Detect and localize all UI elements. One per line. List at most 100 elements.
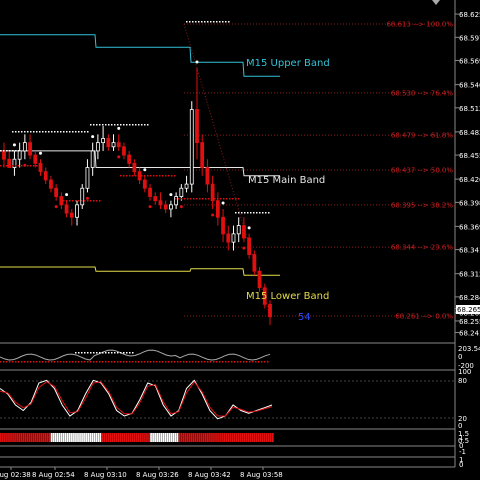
fib-level-label: 68.395 --> 38.2% bbox=[391, 201, 453, 209]
trend-bars-tick-label: 1.5 bbox=[458, 430, 469, 438]
trend-bar bbox=[168, 433, 171, 442]
trend-bar bbox=[188, 433, 191, 442]
trend-bar bbox=[239, 433, 242, 442]
trend-bars-tick-label: 0.5 bbox=[458, 437, 469, 445]
trend-bar bbox=[245, 433, 248, 442]
candle bbox=[132, 159, 137, 176]
scroll-marker-icon[interactable] bbox=[432, 0, 440, 5]
price-tick-label: 68.597 bbox=[459, 34, 480, 42]
candle bbox=[28, 134, 32, 160]
trend-bar bbox=[119, 433, 122, 442]
trend-bar bbox=[113, 433, 116, 442]
trend-bar bbox=[8, 433, 10, 442]
candle bbox=[106, 134, 111, 151]
trend-bar bbox=[215, 433, 217, 442]
trend-bar bbox=[26, 433, 29, 442]
trend-bar bbox=[135, 433, 138, 442]
candle bbox=[179, 184, 184, 209]
trend-bar bbox=[241, 433, 244, 442]
trend-bar bbox=[40, 433, 43, 442]
trend-bar bbox=[233, 433, 236, 442]
trend-bar bbox=[77, 433, 79, 442]
trend-bar bbox=[101, 433, 104, 442]
price-tick-label: 68.455 bbox=[459, 152, 480, 160]
trend-bar bbox=[28, 433, 31, 442]
candle bbox=[158, 192, 163, 209]
fibonacci-levels: 68.613 --> 100.0% 68.530 --> 76.4% 68.479 … bbox=[183, 21, 455, 320]
trend-bar bbox=[75, 433, 77, 442]
trend-bar bbox=[24, 433, 27, 442]
trend-bar bbox=[176, 433, 179, 442]
trend-bar bbox=[131, 433, 134, 442]
price-tick-label: 68.398 bbox=[459, 199, 480, 207]
time-tick-label: 8 Aug 03:10 bbox=[84, 471, 127, 479]
trend-bar bbox=[194, 433, 197, 442]
trend-bar bbox=[164, 433, 167, 442]
trend-bar bbox=[174, 433, 177, 442]
time-tick-label: 8 Aug 02:38 bbox=[0, 471, 31, 479]
candle bbox=[33, 150, 38, 168]
candle bbox=[236, 217, 241, 243]
trend-bar bbox=[0, 433, 2, 442]
extra-tick-label: 0 bbox=[459, 442, 463, 450]
trend-bar bbox=[42, 433, 45, 442]
trend-bar bbox=[99, 433, 102, 442]
lower-band-label: M15 Lower Band bbox=[246, 291, 329, 302]
trend-bar bbox=[73, 433, 75, 442]
oscillator-axis: 203.540-200 bbox=[458, 345, 480, 370]
candle bbox=[127, 150, 132, 168]
fib-level-label: 68.437 --> 50.0% bbox=[391, 167, 453, 175]
candle bbox=[242, 217, 246, 250]
trend-bar bbox=[10, 433, 12, 442]
trend-bar bbox=[247, 433, 250, 442]
price-tick-label: 68.369 bbox=[459, 223, 480, 231]
candle bbox=[174, 192, 179, 209]
trend-bar bbox=[138, 433, 140, 442]
trend-bars-axis: 1.50.5 bbox=[458, 430, 469, 445]
candle bbox=[122, 142, 126, 160]
candle bbox=[90, 135, 95, 176]
trend-bar bbox=[69, 433, 71, 442]
trend-bar bbox=[6, 433, 8, 442]
trend-bar bbox=[133, 433, 136, 442]
price-tick-label: 68.483 bbox=[459, 129, 480, 137]
trend-bar bbox=[231, 433, 234, 442]
trend-bar bbox=[186, 433, 189, 442]
candle bbox=[163, 200, 168, 214]
trend-bar bbox=[154, 433, 156, 442]
candle bbox=[215, 192, 220, 226]
fib-level-label: 68.261 --> 0.0% bbox=[395, 312, 453, 320]
candle bbox=[205, 159, 210, 193]
trend-bar bbox=[109, 433, 112, 442]
trend-bar bbox=[18, 433, 20, 442]
trend-bar bbox=[225, 433, 228, 442]
candle bbox=[101, 126, 105, 151]
trend-bar bbox=[14, 433, 16, 442]
candle bbox=[43, 167, 48, 185]
trend-bar bbox=[196, 433, 199, 442]
time-tick-label: 8 Aug 03:42 bbox=[188, 471, 231, 479]
stochastic-signal-line bbox=[0, 381, 273, 417]
trend-bar bbox=[184, 433, 187, 442]
trend-bar bbox=[93, 433, 96, 442]
trend-bar bbox=[95, 433, 98, 442]
trend-bar bbox=[32, 433, 35, 442]
trend-bar bbox=[58, 433, 61, 442]
stochastic-tick-label: 20 bbox=[458, 415, 467, 423]
trend-bar bbox=[219, 433, 221, 442]
fib-level-label: 68.613 --> 100.0% bbox=[386, 21, 453, 29]
trend-bar bbox=[156, 433, 159, 442]
extra-tick-label: -1 bbox=[459, 448, 466, 456]
time-tick-label: 8 Aug 02:54 bbox=[32, 471, 75, 479]
fib-level-label: 68.344 --> 23.6% bbox=[391, 244, 453, 252]
trend-bar bbox=[172, 433, 175, 442]
trend-bar bbox=[162, 433, 165, 442]
candle bbox=[195, 60, 199, 160]
trend-bar bbox=[4, 433, 6, 442]
trend-bar bbox=[12, 433, 14, 442]
trend-bar bbox=[257, 433, 260, 442]
trend-bar bbox=[152, 433, 154, 442]
extra-tick-label: 1 bbox=[459, 456, 463, 464]
trend-bar bbox=[16, 433, 18, 442]
